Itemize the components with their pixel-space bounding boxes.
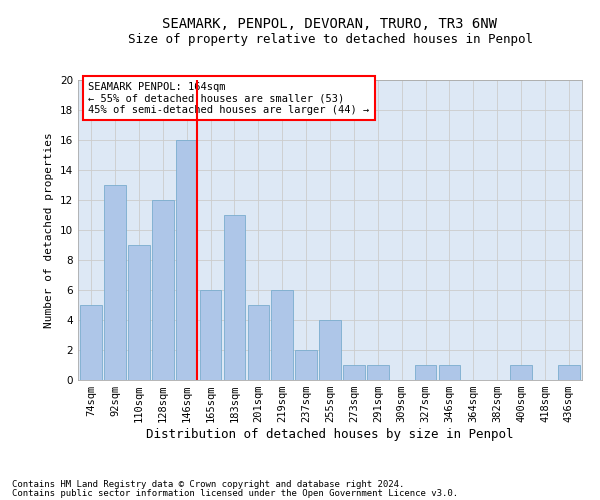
Bar <box>176 140 197 380</box>
Bar <box>343 365 365 380</box>
Bar <box>128 245 149 380</box>
Bar <box>104 185 126 380</box>
Text: Contains HM Land Registry data © Crown copyright and database right 2024.: Contains HM Land Registry data © Crown c… <box>12 480 404 489</box>
Text: SEAMARK, PENPOL, DEVORAN, TRURO, TR3 6NW: SEAMARK, PENPOL, DEVORAN, TRURO, TR3 6NW <box>163 18 497 32</box>
Bar <box>558 365 580 380</box>
Text: SEAMARK PENPOL: 164sqm
← 55% of detached houses are smaller (53)
45% of semi-det: SEAMARK PENPOL: 164sqm ← 55% of detached… <box>88 82 370 114</box>
Bar <box>295 350 317 380</box>
Bar <box>152 200 173 380</box>
Bar <box>511 365 532 380</box>
Bar <box>200 290 221 380</box>
Text: Contains public sector information licensed under the Open Government Licence v3: Contains public sector information licen… <box>12 488 458 498</box>
X-axis label: Distribution of detached houses by size in Penpol: Distribution of detached houses by size … <box>146 428 514 441</box>
Bar <box>415 365 436 380</box>
Bar <box>80 305 102 380</box>
Bar <box>319 320 341 380</box>
Bar <box>224 215 245 380</box>
Text: Size of property relative to detached houses in Penpol: Size of property relative to detached ho… <box>128 32 533 46</box>
Bar <box>439 365 460 380</box>
Bar <box>367 365 389 380</box>
Bar <box>271 290 293 380</box>
Y-axis label: Number of detached properties: Number of detached properties <box>44 132 55 328</box>
Bar <box>248 305 269 380</box>
